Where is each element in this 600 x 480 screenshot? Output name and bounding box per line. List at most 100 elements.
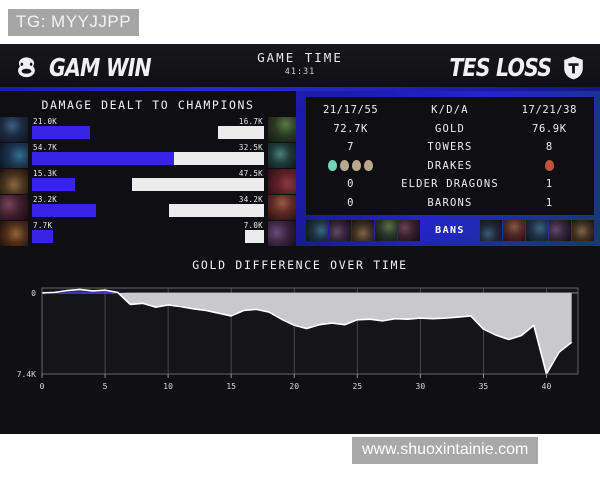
left-damage-value: 7.7K [33,221,53,230]
chart-xtick-label: 10 [163,382,173,391]
damage-row: 7.7K 7.0K [0,221,296,246]
left-damage-bar-area: 21.0K [28,117,148,142]
right-damage-value: 47.5K [238,169,263,178]
left-damage-bar [32,152,184,165]
right-damage-value: 32.5K [238,143,263,152]
right-champion-portrait [268,169,296,194]
stat-right-value: 17/21/38 [521,104,578,117]
ban-portrait [572,219,594,241]
damage-row: 23.2K 34.2K [0,195,296,220]
stat-label: TOWERS [427,141,473,154]
gold-chart-svg: 0 7.4K 0 5 10 15 20 25 30 35 40 [17,287,579,391]
drake-icon-group [306,160,395,172]
stat-label: BARONS [427,196,473,209]
chart-xtick-label: 40 [542,382,552,391]
stat-left-value [306,160,395,172]
bans-left-group [306,219,420,241]
right-damage-bar [173,152,264,165]
ocean-drake-icon [328,160,338,172]
gold-chart: 0 7.4K 0 5 10 15 20 25 30 35 40 [0,282,600,407]
damage-panel: DAMAGE DEALT TO CHAMPIONS 21.0K 16.7K 54.7… [0,91,296,246]
ban-portrait [329,219,351,241]
damage-rows: 21.0K 16.7K 54.7K 32.5K 15.3K 47.5K 23.2K 34.2K… [0,117,296,246]
left-champion-portrait [0,195,28,220]
damage-row: 54.7K 32.5K [0,143,296,168]
stats-body: DAMAGE DEALT TO CHAMPIONS 21.0K 16.7K 54.7… [0,91,600,246]
chart-ytick-label: 7.4K [17,370,36,379]
left-champion-portrait [0,143,28,168]
tes-logo-icon [564,56,583,80]
stat-right-value: 8 [545,141,553,154]
ban-portrait [306,219,328,241]
stat-row: 21/17/55 K/D/A 17/21/38 [306,101,594,120]
right-damage-value: 7.0K [243,221,263,230]
stat-row: 0 BARONS 1 [306,194,594,213]
bans-row: BANS [306,219,594,241]
stat-left-value: 0 [347,178,355,191]
left-champion-portrait [0,169,28,194]
right-damage-bar-area: 7.0K [148,221,268,246]
left-damage-bar [32,230,54,243]
chart-xtick-label: 15 [226,382,236,391]
right-damage-bar [168,204,264,217]
left-damage-bar-area: 15.3K [28,169,148,194]
stat-left-value: 0 [347,196,355,209]
chart-line [41,288,573,375]
right-damage-bar [217,126,264,139]
right-damage-bar-area: 32.5K [148,143,268,168]
mountain-drake-icon [340,160,350,172]
left-damage-bar-area: 7.7K [28,221,148,246]
chart-ytick-label: 0 [31,289,36,298]
right-champion-portrait [268,195,296,220]
left-damage-bar [32,126,91,139]
right-damage-bar [132,178,264,191]
left-damage-bar-area: 54.7K [28,143,184,168]
stat-row: 72.7K GOLD 76.9K [306,120,594,139]
match-header: GAM WIN GAME TIME 41:31 TES LOSS [0,44,600,91]
right-damage-bar-area: 34.2K [148,195,268,220]
left-damage-value: 23.2K [33,195,58,204]
ban-portrait [352,219,374,241]
gold-chart-title: GOLD DIFFERENCE OVER TIME [192,258,408,272]
stat-right-value: 76.9K [532,122,567,135]
ban-portrait [503,219,525,241]
gam-logo-icon [18,57,35,78]
ban-portrait [549,219,571,241]
infernal-drake-icon [544,160,554,172]
ban-portrait [526,219,548,241]
stat-label: GOLD [434,122,466,135]
site-watermark: www.shuoxintainie.com [352,437,539,464]
team-stats-panel: 21/17/55 K/D/A 17/21/38 72.7K GOLD 76.9K 7 TOWE… [306,97,594,215]
right-team-name: TES LOSS [449,53,552,82]
tg-watermark: TG: MYYJJPP [8,9,140,36]
chart-xtick-label: 25 [352,382,362,391]
stat-row: DRAKES [306,157,594,176]
mountain-drake-icon [352,160,362,172]
right-damage-value: 34.2K [238,195,263,204]
bans-label: BANS [435,224,465,236]
gold-difference-section: GOLD DIFFERENCE OVER TIME 0 7.4K 0 5 10 15 20 2… [0,246,600,434]
right-champion-portrait [268,143,296,168]
damage-row: 15.3K 47.5K [0,169,296,194]
left-damage-bar-area: 23.2K [28,195,148,220]
stat-left-value: 7 [347,141,355,154]
stat-label: K/D/A [431,104,469,117]
stat-row: 0 ELDER DRAGONS 1 [306,175,594,194]
right-damage-bar-area: 16.7K [148,117,268,142]
left-champion-portrait [0,117,28,142]
right-champion-portrait [268,221,296,246]
right-team-block: TES LOSS [427,53,600,82]
stat-label: DRAKES [427,159,473,172]
stat-label: ELDER DRAGONS [401,178,499,191]
chart-xtick-label: 35 [479,382,489,391]
mountain-drake-icon [364,160,374,172]
left-damage-bar [32,178,75,191]
damage-row: 21.0K 16.7K [0,117,296,142]
left-team-block: GAM WIN [0,53,173,82]
right-damage-bar-area: 47.5K [132,169,268,194]
left-damage-value: 21.0K [33,117,58,126]
chart-xtick-label: 5 [103,382,108,391]
left-damage-value: 15.3K [33,169,58,178]
damage-panel-title: DAMAGE DEALT TO CHAMPIONS [41,98,255,112]
stat-right-value: 1 [545,196,553,209]
